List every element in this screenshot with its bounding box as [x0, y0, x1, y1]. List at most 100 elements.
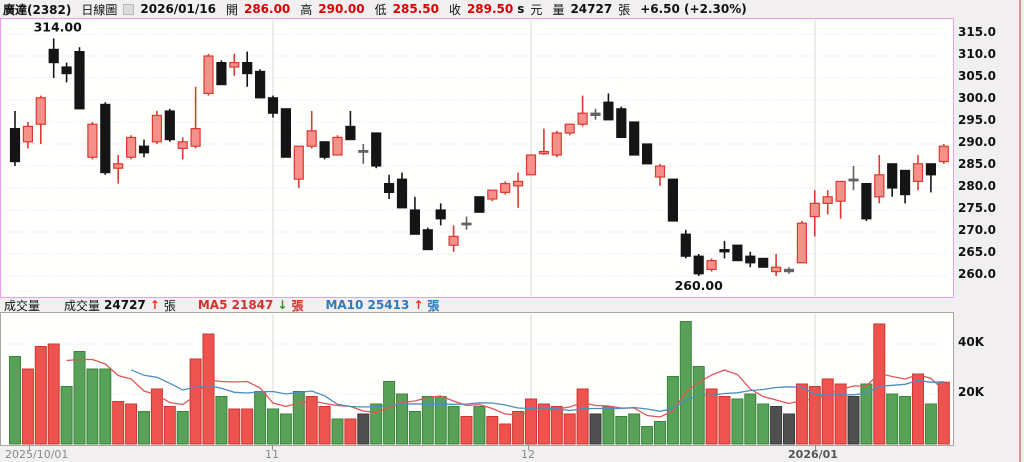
volume-bar	[847, 396, 860, 445]
volume-bar	[86, 368, 99, 445]
candle-body	[255, 70, 266, 99]
candle-body	[332, 136, 343, 156]
price-axis-label: 285.0	[958, 157, 996, 171]
candle-body	[319, 141, 330, 158]
date-dropdown-icon[interactable]	[123, 3, 135, 15]
candle-body	[35, 97, 46, 125]
stock-symbol: 廣達(2382)	[3, 2, 72, 17]
candle-body	[177, 141, 188, 150]
volume-bar	[396, 393, 408, 445]
candle-body	[384, 183, 395, 194]
date-axis-label: 11	[265, 448, 279, 461]
ma5-down-arrow-icon: ↓	[277, 298, 288, 312]
candle-body	[887, 163, 898, 189]
candle-body	[474, 196, 485, 213]
volume-bar	[460, 416, 473, 445]
price-axis-label: 300.0	[958, 91, 996, 105]
candle-body	[422, 229, 433, 251]
candle-body	[100, 103, 111, 174]
candle-body	[500, 183, 511, 194]
price-axis-label: 305.0	[958, 69, 996, 83]
candle-body	[125, 136, 137, 158]
volume-panel-title[interactable]: 成交量	[4, 298, 41, 313]
price-axis-label: 290.0	[958, 135, 996, 149]
candle-body	[9, 127, 21, 163]
volume-bar	[821, 378, 834, 445]
candle-body	[61, 66, 72, 75]
candle-body	[822, 196, 833, 205]
volume-series-unit: 張	[163, 298, 176, 313]
volume-bar	[228, 408, 241, 445]
candle-body	[512, 180, 524, 187]
candle-body	[87, 123, 98, 158]
volume-series-value: 24727	[104, 298, 146, 312]
volume-bar	[860, 383, 873, 445]
candle-body	[461, 222, 472, 226]
volume-bar	[499, 423, 512, 445]
volume-bar	[576, 388, 589, 445]
volume-bar	[344, 418, 357, 445]
change-value: +6.50 (+2.30%)	[640, 2, 747, 16]
date-axis-label: 2025/10/01	[5, 448, 69, 461]
candle-body	[396, 178, 408, 209]
candle-body	[74, 50, 85, 110]
candle-body	[796, 222, 808, 264]
candle-body	[242, 61, 253, 75]
candle-body	[267, 97, 279, 114]
volume-bar	[189, 358, 202, 445]
date-axis-label: 12	[521, 448, 535, 461]
candle-body	[48, 48, 59, 64]
chart-type-label[interactable]: 日線圖	[81, 2, 118, 17]
price-chart-panel[interactable]: 314.00 260.00	[0, 18, 954, 298]
price-axis-label: 310.0	[958, 47, 996, 61]
open-label: 開	[225, 2, 238, 17]
volume-bar	[679, 321, 692, 445]
candle-body	[861, 183, 872, 220]
volume-bar	[60, 386, 73, 445]
volume-bar	[138, 411, 150, 445]
date-axis-label: 2026/01	[788, 448, 838, 461]
candle-body	[345, 125, 356, 141]
candle-body	[654, 165, 666, 178]
trade-date: 2026/01/16	[140, 2, 216, 16]
volume-bar	[73, 351, 86, 445]
volume-bar	[47, 343, 60, 445]
volume-bar	[899, 396, 912, 445]
candle-body	[925, 163, 937, 176]
volume-axis-label: 40K	[958, 335, 984, 349]
volume-bar	[705, 388, 718, 445]
volume-bar	[383, 381, 396, 445]
volume-bar	[112, 401, 125, 445]
candle-body	[590, 112, 601, 116]
ma5-unit: 張	[291, 298, 304, 313]
volume-chart-panel[interactable]	[0, 312, 954, 446]
volume-bar	[550, 406, 563, 445]
volume-bar	[924, 403, 937, 445]
candle-body	[229, 61, 240, 68]
ma10-value: MA10 25413	[325, 298, 410, 312]
low-price-annotation: 260.00	[675, 278, 724, 293]
volume-axis-label: 20K	[958, 385, 984, 399]
volume-bar	[486, 416, 499, 445]
volume-bar-chart	[5, 314, 950, 445]
candle-body	[912, 163, 924, 183]
ma10-unit: 張	[427, 298, 440, 313]
volume-bar	[150, 388, 163, 445]
window-edge-scrollbar[interactable]	[1019, 0, 1021, 462]
volume-bar	[9, 356, 21, 445]
volume-bar	[292, 391, 305, 445]
candle-body	[732, 244, 743, 262]
volume-bar	[21, 368, 34, 445]
volume-label: 量	[552, 2, 565, 17]
volume-bar	[279, 413, 292, 445]
volume-bar	[602, 406, 615, 445]
candle-body	[758, 257, 769, 268]
volume-up-arrow-icon: ↑	[149, 298, 160, 312]
candle-body	[835, 180, 846, 202]
candle-body	[190, 127, 201, 147]
candle-body	[693, 255, 704, 275]
candle-body	[435, 209, 446, 220]
volume-bar	[434, 396, 447, 445]
candle-body	[899, 169, 911, 196]
ma10-line	[130, 369, 944, 412]
